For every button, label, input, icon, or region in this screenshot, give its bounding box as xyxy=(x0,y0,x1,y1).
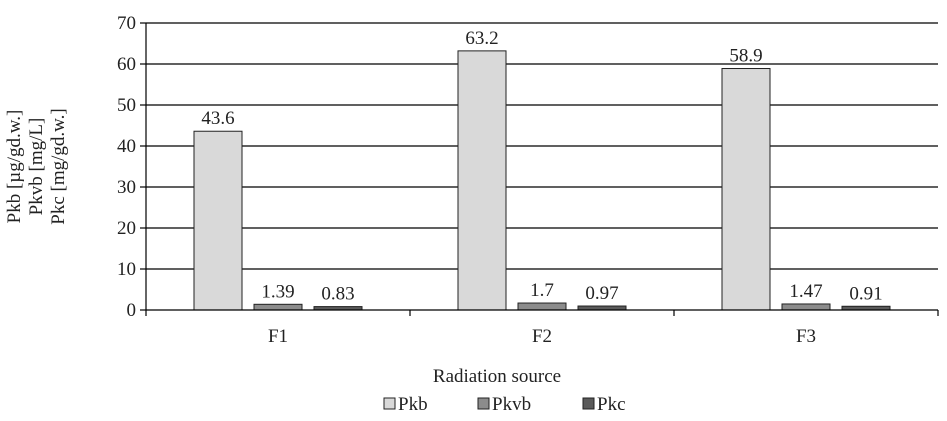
y-tick-label: 20 xyxy=(117,218,136,239)
y-tick-label: 40 xyxy=(117,136,136,157)
y-axis-title-line: Pkb [µg/gd.w.] xyxy=(4,110,25,224)
bar-pkb-f2 xyxy=(457,50,507,311)
data-label: 0.83 xyxy=(321,284,354,305)
y-axis-title: Pkb [µg/gd.w.] Pkvb [mg/L] Pkc [mg/gd.w.] xyxy=(4,108,69,224)
bar-pkvb-f2 xyxy=(517,302,567,311)
data-label: 63.2 xyxy=(465,28,498,49)
data-label: 1.7 xyxy=(530,280,554,301)
y-tick-label: 30 xyxy=(117,177,136,198)
y-tick-label: 60 xyxy=(117,54,136,75)
bars xyxy=(193,50,891,311)
legend-swatch-pkb xyxy=(383,397,396,410)
data-label: 1.47 xyxy=(789,281,822,302)
x-axis-title: Radiation source xyxy=(433,366,561,387)
legend-label-pkb: Pkb xyxy=(398,394,428,415)
data-label: 0.91 xyxy=(849,283,882,304)
data-label: 43.6 xyxy=(201,108,234,129)
legend-label-pkc: Pkc xyxy=(597,394,626,415)
legend-swatch-pkc xyxy=(582,397,595,410)
y-tick-labels: 0 10 20 30 40 50 60 70 xyxy=(117,13,136,321)
gridlines xyxy=(146,22,938,270)
x-tick-labels: F1 F2 F3 xyxy=(268,326,816,347)
bar-pkvb-f1 xyxy=(253,303,303,311)
data-label: 1.39 xyxy=(261,281,294,302)
y-tick-label: 10 xyxy=(117,259,136,280)
bar-pkvb-f3 xyxy=(781,303,831,311)
legend-label-pkvb: Pkvb xyxy=(492,394,531,415)
x-tick-label: F1 xyxy=(268,326,288,347)
y-axis-title-line: Pkvb [mg/L] xyxy=(26,118,47,216)
legend-swatch-pkvb xyxy=(477,397,490,410)
bar-pkb-f3 xyxy=(721,68,771,311)
data-label: 0.97 xyxy=(585,283,618,304)
legend: Pkb Pkvb Pkc xyxy=(383,394,626,415)
data-labels: 43.6 1.39 0.83 63.2 1.7 0.97 58.9 1.47 0.91 xyxy=(201,28,882,305)
y-tick-label: 70 xyxy=(117,13,136,34)
bar-pkb-f1 xyxy=(193,130,243,311)
y-tick-label: 50 xyxy=(117,95,136,116)
x-tick-label: F2 xyxy=(532,326,552,347)
axes xyxy=(140,22,939,316)
y-tick-label: 0 xyxy=(127,300,137,321)
x-tick-label: F3 xyxy=(796,326,816,347)
y-axis-title-line: Pkc [mg/gd.w.] xyxy=(48,108,69,224)
data-label: 58.9 xyxy=(729,46,762,67)
